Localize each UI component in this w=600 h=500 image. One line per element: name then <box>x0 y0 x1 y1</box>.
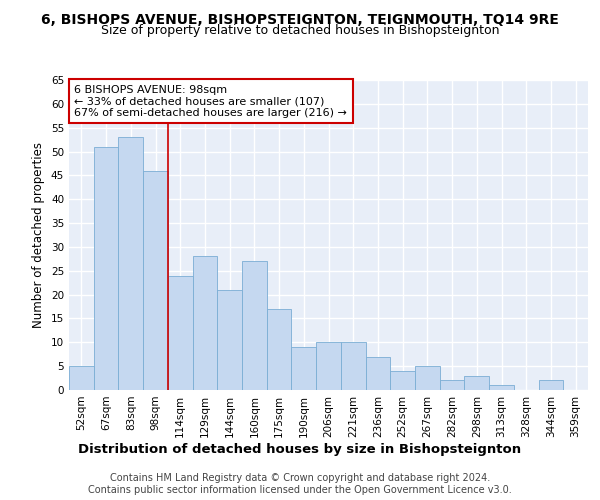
Bar <box>539 380 563 390</box>
Bar <box>193 256 217 390</box>
Y-axis label: Number of detached properties: Number of detached properties <box>32 142 46 328</box>
Bar <box>267 309 292 390</box>
Bar <box>489 385 514 390</box>
Bar <box>464 376 489 390</box>
Bar <box>390 371 415 390</box>
Bar <box>143 170 168 390</box>
Bar <box>365 356 390 390</box>
Bar <box>242 261 267 390</box>
Bar <box>94 147 118 390</box>
Bar <box>217 290 242 390</box>
Text: 6, BISHOPS AVENUE, BISHOPSTEIGNTON, TEIGNMOUTH, TQ14 9RE: 6, BISHOPS AVENUE, BISHOPSTEIGNTON, TEIG… <box>41 12 559 26</box>
Text: Contains HM Land Registry data © Crown copyright and database right 2024.
Contai: Contains HM Land Registry data © Crown c… <box>88 474 512 495</box>
Bar <box>415 366 440 390</box>
Bar <box>168 276 193 390</box>
Bar <box>341 342 365 390</box>
Bar <box>316 342 341 390</box>
Bar <box>118 137 143 390</box>
Bar <box>69 366 94 390</box>
Text: 6 BISHOPS AVENUE: 98sqm
← 33% of detached houses are smaller (107)
67% of semi-d: 6 BISHOPS AVENUE: 98sqm ← 33% of detache… <box>74 84 347 118</box>
Bar <box>440 380 464 390</box>
Bar <box>292 347 316 390</box>
Text: Size of property relative to detached houses in Bishopsteignton: Size of property relative to detached ho… <box>101 24 499 37</box>
Text: Distribution of detached houses by size in Bishopsteignton: Distribution of detached houses by size … <box>79 442 521 456</box>
